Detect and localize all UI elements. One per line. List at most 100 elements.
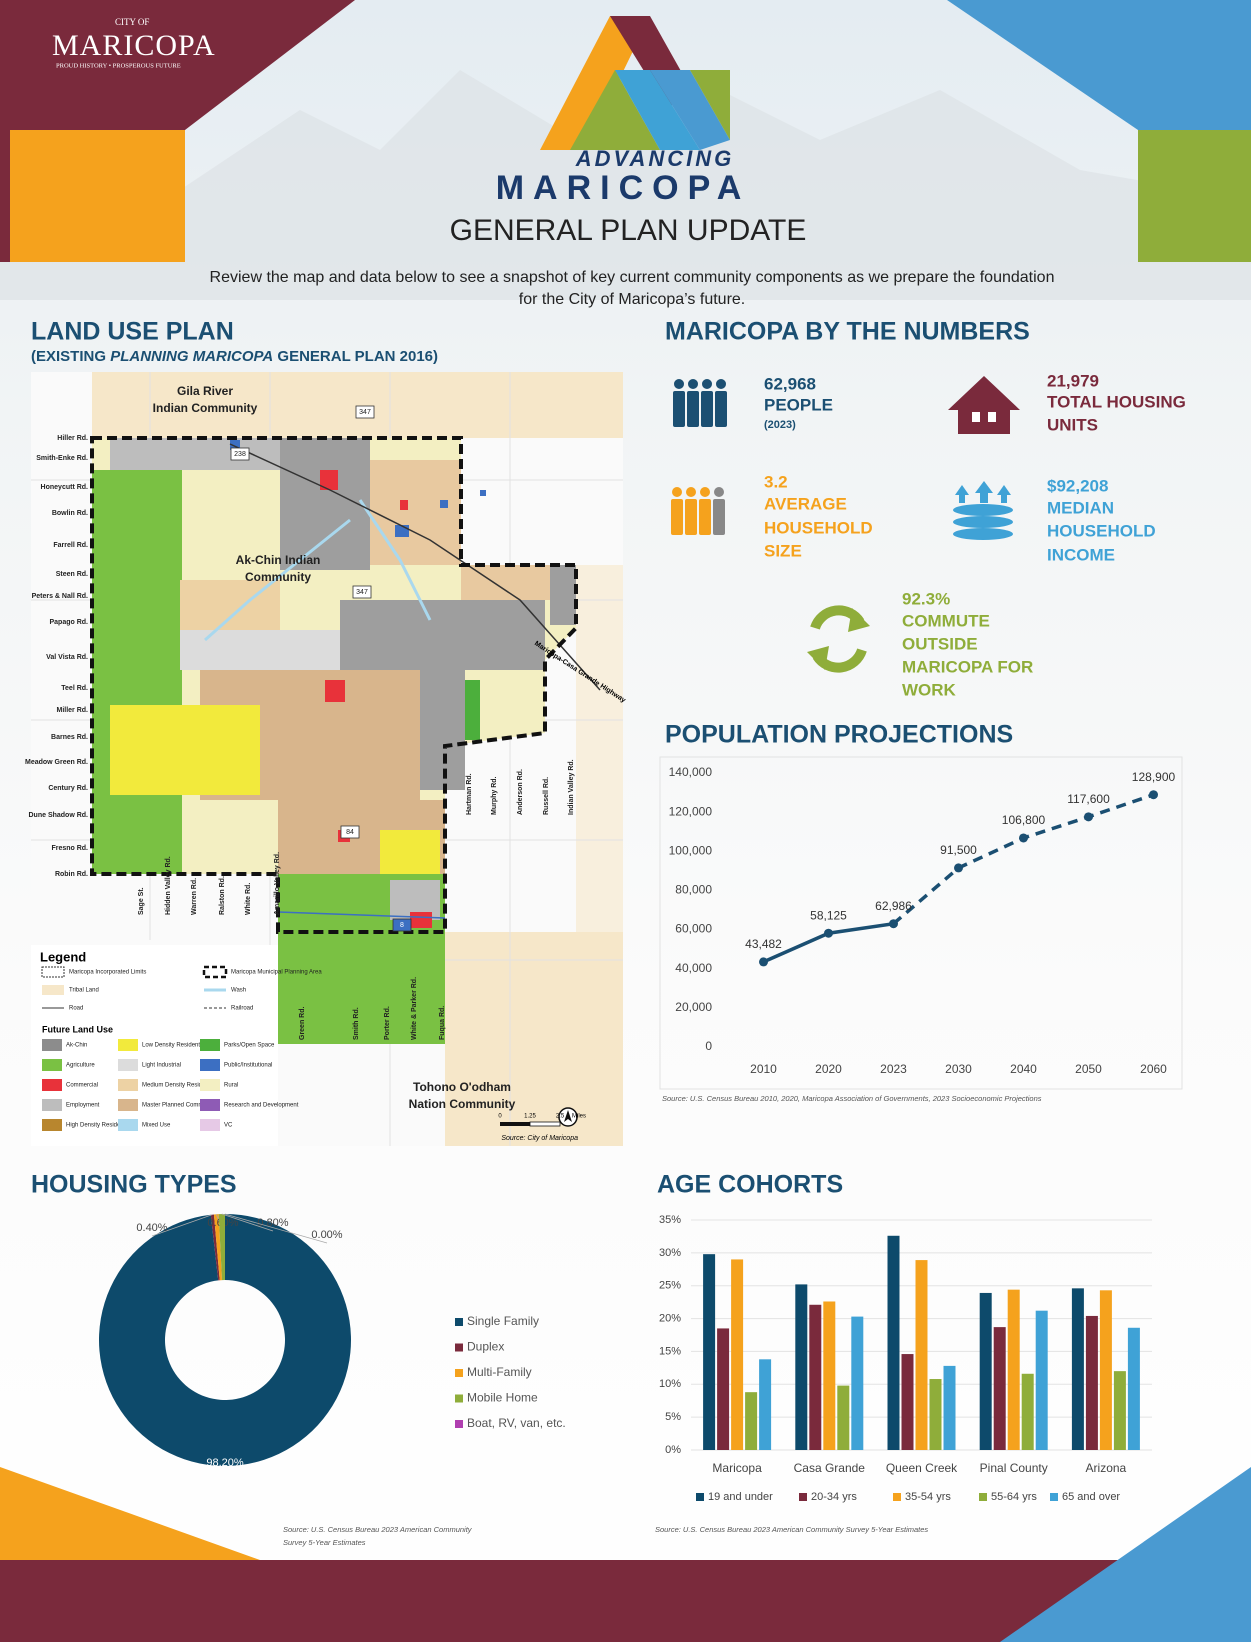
y-tick-label: 35%: [659, 1214, 681, 1226]
page-title: GENERAL PLAN UPDATE: [450, 214, 807, 247]
legend-label: Parks/Open Space: [224, 1043, 275, 1049]
legend-label: Master Planned Community: [142, 1103, 216, 1109]
legend-swatch: [42, 985, 64, 995]
subtitle-part: GENERAL PLAN 2016): [273, 348, 438, 365]
bar: [929, 1379, 942, 1450]
legend-label: Employment: [66, 1103, 100, 1109]
road-label: White Rd.: [245, 883, 252, 915]
legend-swatch: [455, 1343, 463, 1352]
corner-orange: [10, 130, 185, 262]
y-tick-label: 80,000: [675, 883, 712, 897]
logo-tagline: PROUD HISTORY • PROSPEROUS FUTURE: [56, 62, 181, 69]
legend-label: VC: [224, 1123, 233, 1129]
section-title: LAND USE PLAN: [31, 318, 234, 346]
road-label: Hartman Rd.: [466, 773, 473, 815]
mountains: [0, 70, 1251, 300]
pie-slice: [218, 1214, 225, 1281]
y-tick-label: 20,000: [675, 1000, 712, 1014]
stat-value: $92,208: [1047, 476, 1108, 495]
road-label: Smith-Enke Rd.: [36, 455, 88, 462]
bar: [703, 1254, 716, 1450]
route-shield: [352, 585, 372, 599]
bar: [731, 1259, 744, 1450]
legend-swatch: [455, 1369, 463, 1377]
stat-note: (2023): [764, 419, 796, 431]
corner-bottom-left: [0, 1467, 260, 1560]
legend-swatch: [42, 1079, 62, 1091]
corner-strip: [0, 0, 10, 262]
bar: [1127, 1327, 1140, 1450]
bar: [943, 1365, 956, 1450]
stat-value: 21,979: [1047, 371, 1099, 390]
chart-source: Source: U.S. Census Bureau 2023 American…: [283, 1525, 473, 1534]
bar: [795, 1284, 808, 1450]
chart-title: POPULATION PROJECTIONS: [665, 721, 1013, 749]
region-label: Community: [245, 570, 311, 584]
legend-swatch: [200, 1039, 220, 1051]
x-tick-label: Arizona: [1086, 1461, 1127, 1475]
stat-label: HOUSEHOLD: [1047, 521, 1156, 540]
road-label: Russell Rd.: [543, 777, 550, 815]
data-label: 43,482: [745, 937, 782, 951]
legend-swatch: [118, 1059, 138, 1071]
legend-subtitle: Future Land Use: [42, 1024, 113, 1034]
data-label: 117,600: [1067, 792, 1110, 806]
legend-swatch: [118, 1039, 138, 1051]
leader-line: [221, 1213, 274, 1232]
household-icon: [671, 487, 725, 535]
road-label: Warren Rd.: [191, 878, 198, 915]
y-tick-label: 5%: [665, 1411, 681, 1423]
bar: [1113, 1371, 1126, 1450]
stat-label: SIZE: [764, 541, 802, 560]
data-label: 98.20%: [206, 1457, 244, 1469]
legend-label: Mobile Home: [467, 1391, 538, 1405]
road-label: Barnes Rd.: [51, 734, 88, 741]
legend-swatch: [200, 1059, 220, 1071]
data-label: 58,125: [810, 908, 847, 922]
legend-swatch: [42, 1039, 62, 1051]
x-tick-label: 2020: [815, 1062, 842, 1076]
road-label: Sage St.: [138, 887, 145, 915]
road-label: Porter Rd.: [384, 1006, 391, 1040]
legend-label: Maricopa Municipal Planning Area: [231, 970, 322, 976]
data-point: [1149, 790, 1158, 800]
legend-label: Railroad: [231, 1006, 253, 1012]
bar: [901, 1354, 914, 1450]
bar: [979, 1292, 992, 1450]
x-tick-label: Pinal County: [980, 1461, 1048, 1475]
pie-slice: [213, 1214, 222, 1281]
stat-value: 92.3%: [902, 589, 950, 608]
legend-label: Boat, RV, van, etc.: [467, 1416, 566, 1430]
x-tick-label: 2060: [1140, 1062, 1167, 1076]
bar: [1071, 1288, 1084, 1450]
subtitle-part: (EXISTING: [31, 348, 110, 365]
legend-swatch: [799, 1493, 807, 1501]
stat-label: OUTSIDE: [902, 634, 978, 653]
data-point: [889, 919, 898, 929]
route-label: 238: [234, 451, 246, 458]
legend-label: 55-64 yrs: [991, 1491, 1037, 1503]
intro-line: Review the map and data below to see a s…: [210, 269, 1055, 286]
x-tick-label: Queen Creek: [886, 1461, 958, 1475]
route-shield: [355, 405, 375, 419]
road-label: White & Parker Rd.: [411, 977, 418, 1040]
stat-label: WORK: [902, 680, 957, 699]
leader-line: [224, 1213, 328, 1244]
stat-label: HOUSEHOLD: [764, 518, 873, 537]
data-label: 128,900: [1132, 770, 1176, 784]
legend-swatch: [893, 1493, 901, 1501]
bar: [823, 1301, 836, 1450]
stat-label: INCOME: [1047, 545, 1115, 564]
brand-line1: ADVANCING: [575, 146, 735, 171]
data-label: 91,500: [940, 843, 977, 857]
road-label: Hiller Rd.: [57, 435, 88, 442]
house-icon: [948, 376, 1020, 434]
x-tick-label: 2030: [945, 1062, 972, 1076]
corner-bottom-right: [1000, 1467, 1251, 1642]
legend-label: Agriculture: [66, 1063, 95, 1069]
brand-line2: MARICOPA: [496, 169, 751, 207]
route-label: 347: [356, 589, 368, 596]
region-label: Nation Community: [409, 1097, 516, 1111]
y-tick-label: 25%: [659, 1280, 681, 1292]
legend-label: Light Industrial: [142, 1063, 181, 1069]
